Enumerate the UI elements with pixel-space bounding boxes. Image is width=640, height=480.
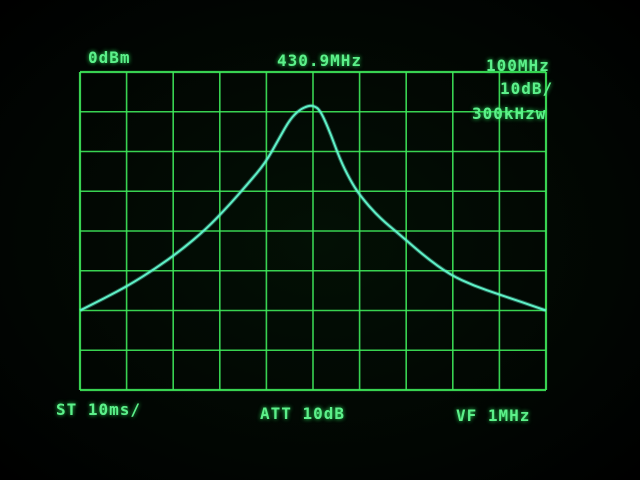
center-frequency: 430.9MHz — [277, 51, 363, 70]
reference-level: 0dBm — [88, 48, 131, 67]
sweep-time: ST 10ms/ — [56, 400, 142, 419]
video-filter: VF 1MHz — [456, 406, 531, 425]
span: 100MHz — [486, 56, 550, 75]
attenuation: ATT 10dB — [260, 404, 346, 423]
scale: 10dB/ — [500, 79, 554, 98]
resolution-bandwidth: 300kHzw — [472, 104, 547, 123]
spectrum-trace — [79, 104, 547, 312]
